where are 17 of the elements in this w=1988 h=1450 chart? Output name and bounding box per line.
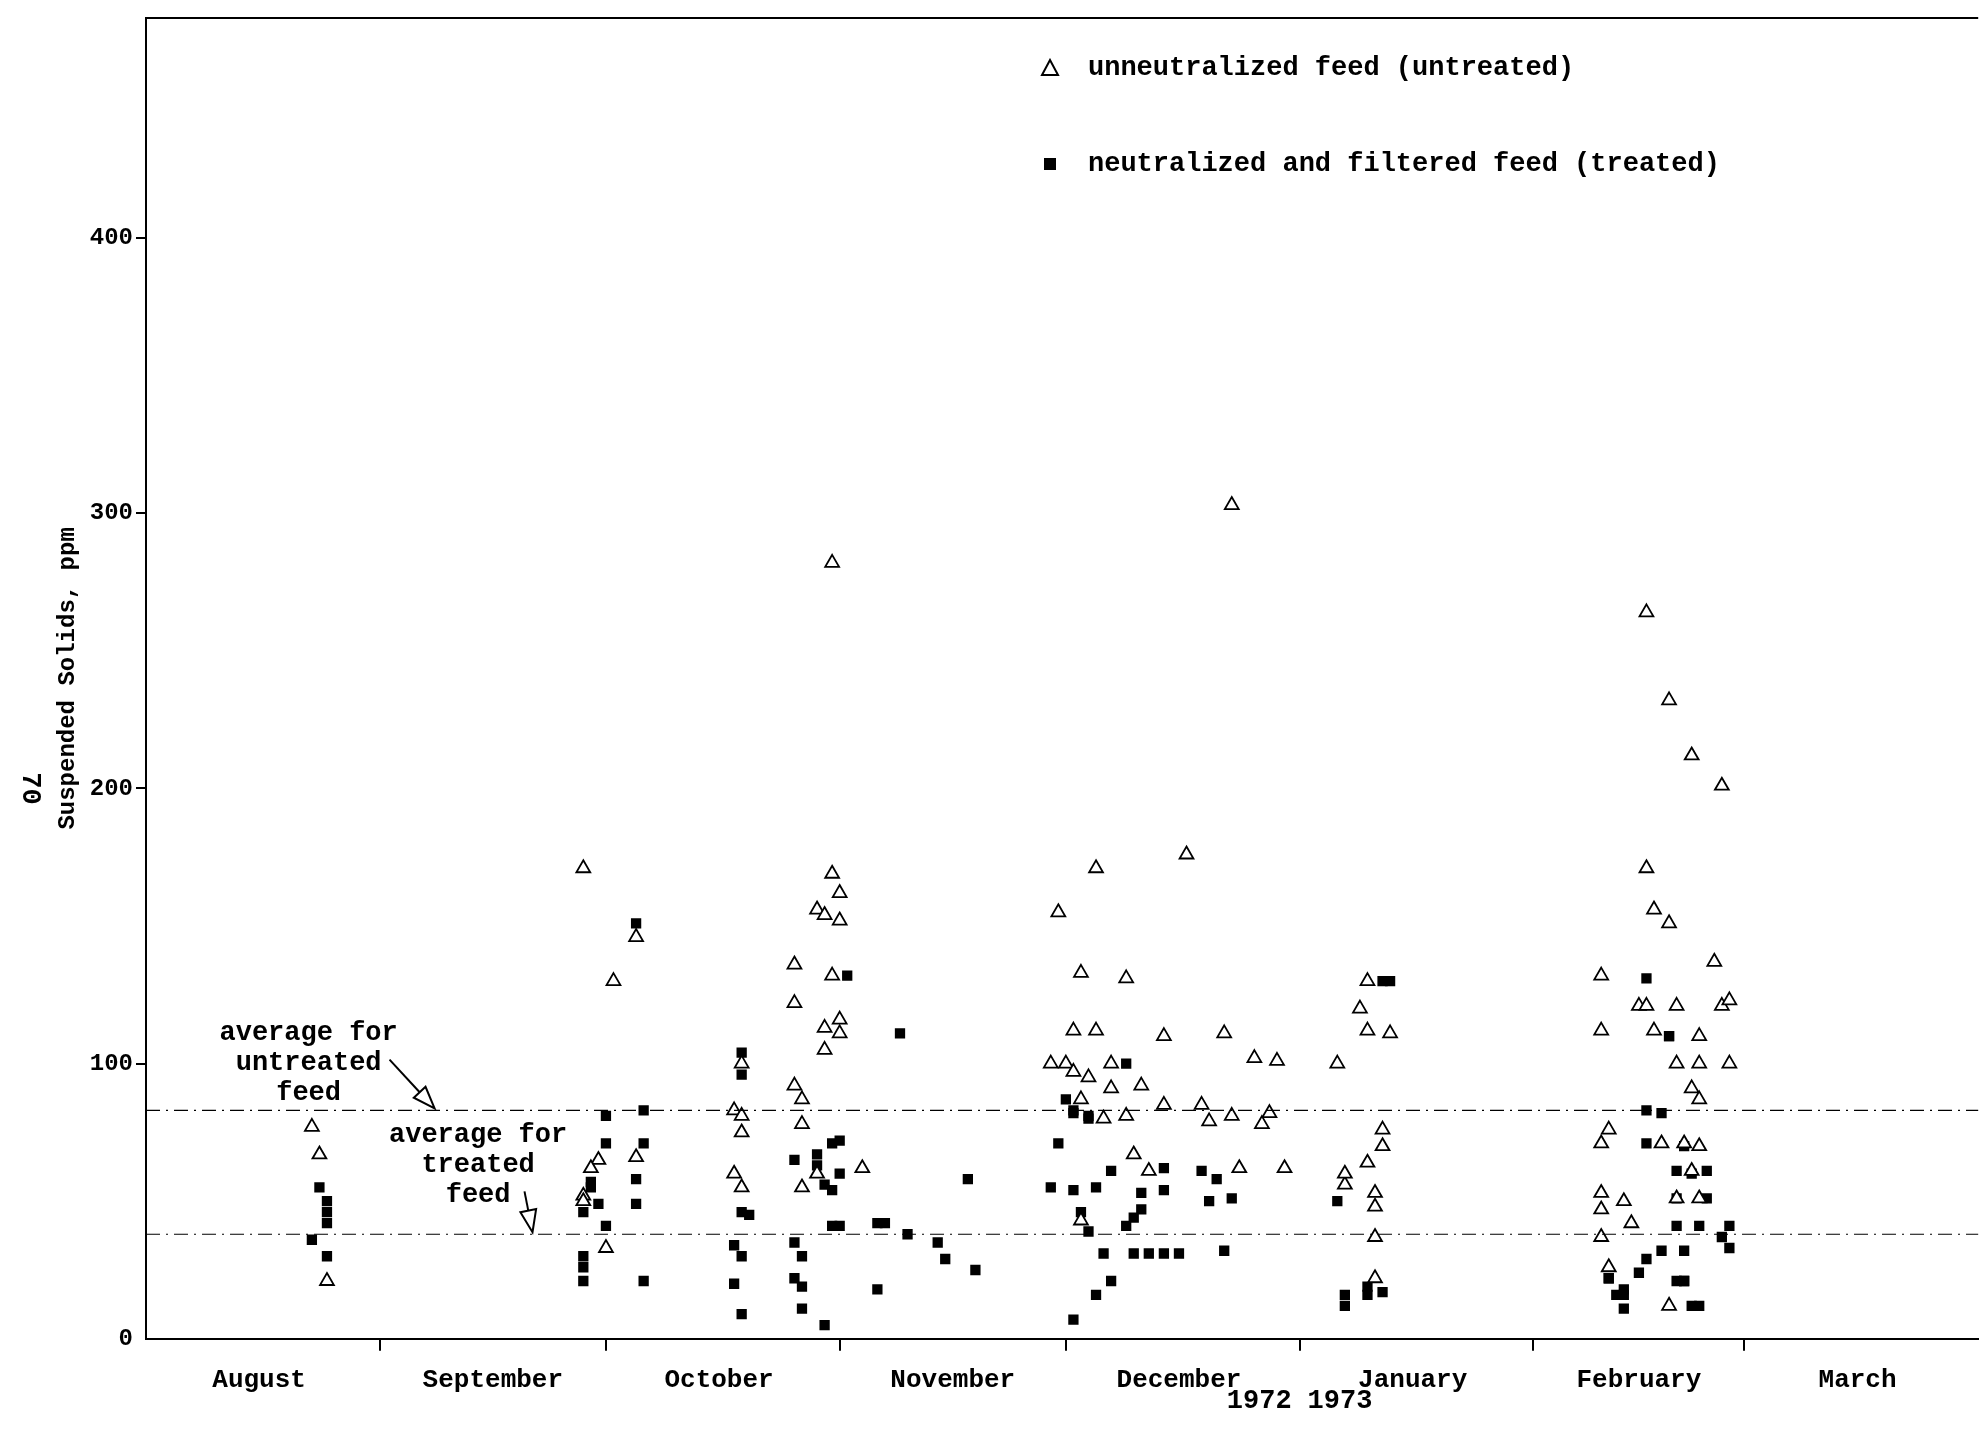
y-tick-label: 400: [89, 224, 134, 252]
y-axis-title: Suspended Solids, ppm: [54, 527, 82, 830]
x-tick-label: February: [1576, 1364, 1702, 1395]
text: 70: [15, 772, 46, 805]
ref-line-label: average for untreated feed: [219, 1017, 398, 1108]
x-tick-label: August: [212, 1364, 306, 1395]
x-tick-label: March: [1818, 1364, 1897, 1395]
x-tick-label: September: [422, 1364, 564, 1395]
y-tick-label: 200: [89, 774, 134, 802]
y-tick-label: 0: [118, 1324, 134, 1352]
y-tick-label: 100: [89, 1049, 134, 1077]
x-tick-label: October: [664, 1364, 774, 1395]
ref-line-label: average for treated feed: [388, 1119, 568, 1210]
legend-label: neutralized and filtered feed (treated): [1088, 149, 1720, 179]
legend-label: unneutralized feed (untreated): [1088, 53, 1575, 83]
x-tick-label: November: [890, 1364, 1016, 1395]
y-tick-label: 300: [89, 499, 134, 527]
